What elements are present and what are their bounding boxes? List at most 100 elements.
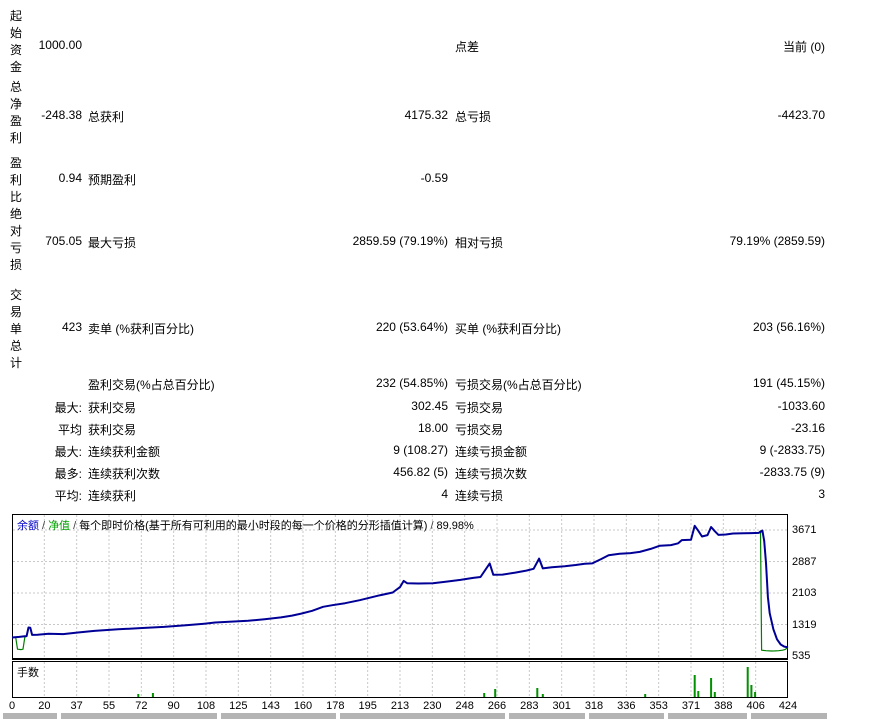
metric-value: 456.82 (5) (393, 465, 448, 479)
metric-label: 盈利交易(%占总百分比) (88, 378, 215, 392)
metric-value: 220 (53.64%) (375, 320, 448, 334)
metric-value: 当前 (0) (782, 40, 825, 54)
section-label: 交易单总计 (10, 288, 23, 370)
metric-prefix: 1000.00 (38, 38, 82, 52)
report-row: -248.38 总获利 4175.32 总亏损 -4423.70 (0, 108, 883, 124)
section-label: 绝对亏损 (10, 207, 23, 272)
metric-prefix: 705.05 (45, 234, 82, 248)
metric-label: 相对亏损 (455, 236, 504, 250)
metric-prefix: 最大: (54, 401, 82, 415)
metric-value: 2859.59 (79.19%) (352, 234, 448, 248)
metric-value: -4423.70 (777, 108, 825, 122)
report-row: 1000.00 点差 当前 (0) (0, 38, 883, 54)
report-row: 最大: 获利交易 302.45 亏损交易 -1033.60 (0, 399, 883, 415)
scrollbar-segment[interactable] (61, 713, 217, 719)
metric-value: -0.59 (420, 171, 448, 185)
metric-prefix: -248.38 (41, 108, 82, 122)
volume-pane-label: 手数 (17, 667, 39, 679)
x-tick-label: 283 (520, 700, 539, 712)
metric-value: 9 (108.27) (393, 443, 448, 457)
balance-legend: 余额 (17, 520, 39, 532)
x-tick-label: 301 (552, 700, 571, 712)
x-tick-label: 125 (229, 700, 248, 712)
section-label: 总净盈利 (10, 80, 23, 145)
metric-label: 连续亏损 (455, 489, 504, 503)
x-tick-label: 160 (293, 700, 313, 712)
separator: / (42, 520, 46, 532)
metric-value: -2833.75 (9) (759, 465, 825, 479)
y-tick-label: 3671 (792, 524, 817, 536)
separator: / (430, 520, 434, 532)
scrollbar-segment[interactable] (751, 713, 827, 719)
x-tick-label: 213 (390, 700, 410, 712)
metric-prefix: 平均 (57, 423, 82, 437)
metric-label: 点差 (455, 40, 480, 54)
x-tick-label: 371 (681, 700, 701, 712)
x-tick-label: 266 (487, 700, 507, 712)
scrollbar-segment[interactable] (668, 713, 747, 719)
metric-value: -23.16 (790, 421, 825, 435)
scrollbar-segment[interactable] (340, 713, 505, 719)
metric-value: 79.19% (2859.59) (729, 234, 825, 248)
metric-value: 4 (441, 487, 448, 501)
metric-value: 232 (54.85%) (375, 376, 448, 390)
x-tick-label: 37 (70, 700, 83, 712)
x-tick-label: 108 (196, 700, 216, 712)
x-tick-label: 318 (584, 700, 604, 712)
report-row: 平均: 连续获利 4 连续亏损 3 (0, 487, 883, 503)
metric-prefix: 最大: (54, 445, 82, 459)
section-label: 盈利比 (10, 156, 23, 204)
scrollbar-segment[interactable] (509, 713, 585, 719)
section-label: 起始资金 (10, 9, 23, 74)
metric-label: 连续获利金额 (88, 445, 161, 459)
metric-label: 获利交易 (88, 401, 137, 415)
metric-label: 获利交易 (88, 423, 137, 437)
metric-label: 亏损交易 (455, 423, 504, 437)
report-row: 最大: 连续获利金额 9 (108.27) 连续亏损金额 9 (-2833.75) (0, 443, 883, 459)
x-tick-label: 143 (261, 700, 280, 712)
metric-value: 9 (-2833.75) (759, 443, 825, 457)
modelling-description: 每个即时价格(基于所有可利用的最小时段的每一个价格的分形插值计算) (79, 520, 428, 532)
scrollbar-segment[interactable] (221, 713, 336, 719)
metric-label: 买单 (%获利百分比) (455, 322, 561, 336)
separator: / (73, 520, 77, 532)
metric-value: 191 (45.15%) (752, 376, 825, 390)
x-tick-label: 55 (102, 700, 116, 712)
metric-label: 亏损交易(%占总百分比) (455, 378, 582, 392)
x-tick-label: 388 (714, 700, 733, 712)
metric-value: -1033.60 (777, 399, 825, 413)
metric-label: 亏损交易 (455, 401, 504, 415)
y-tick-label: 535 (792, 650, 811, 662)
metric-value: 3 (818, 487, 825, 501)
x-tick-label: 195 (358, 700, 377, 712)
metric-label: 卖单 (%获利百分比) (88, 322, 194, 336)
x-tick-label: 248 (455, 700, 474, 712)
metric-label: 总获利 (88, 110, 125, 124)
x-tick-label: 336 (617, 700, 636, 712)
metric-prefix: 0.94 (58, 171, 82, 185)
modelling-quality: 89.98% (436, 520, 474, 532)
scrollbar-segment[interactable] (589, 713, 664, 719)
y-tick-label: 2103 (792, 587, 817, 599)
x-tick-label: 230 (423, 700, 442, 712)
chart-header: 余额 / 净值 / 每个即时价格(基于所有可利用的最小时段的每一个价格的分形插值计算) /… (17, 517, 474, 533)
report-row: 705.05 最大亏损 2859.59 (79.19%) 相对亏损 79.19% (28… (0, 234, 883, 250)
metric-label: 最大亏损 (88, 236, 137, 250)
equity-legend: 净值 (48, 520, 71, 532)
scrollbar-segment[interactable] (3, 713, 57, 719)
metric-label: 预期盈利 (88, 173, 137, 187)
y-tick-label: 2887 (792, 555, 817, 568)
x-tick-label: 90 (167, 700, 180, 712)
metric-label: 总亏损 (455, 110, 492, 124)
report-row: 423 卖单 (%获利百分比) 220 (53.64%) 买单 (%获利百分比) 203… (0, 320, 883, 336)
metric-label: 连续亏损金额 (455, 445, 528, 459)
metric-label: 连续获利 (88, 489, 137, 503)
balance-chart (12, 514, 788, 660)
x-tick-label: 424 (778, 700, 798, 712)
metric-prefix: 423 (61, 320, 82, 334)
metric-value: 4175.32 (404, 108, 448, 122)
x-tick-label: 178 (326, 700, 345, 712)
x-tick-label: 0 (8, 700, 16, 712)
report-row: 盈利交易(%占总百分比) 232 (54.85%) 亏损交易(%占总百分比) 191 … (0, 376, 883, 392)
